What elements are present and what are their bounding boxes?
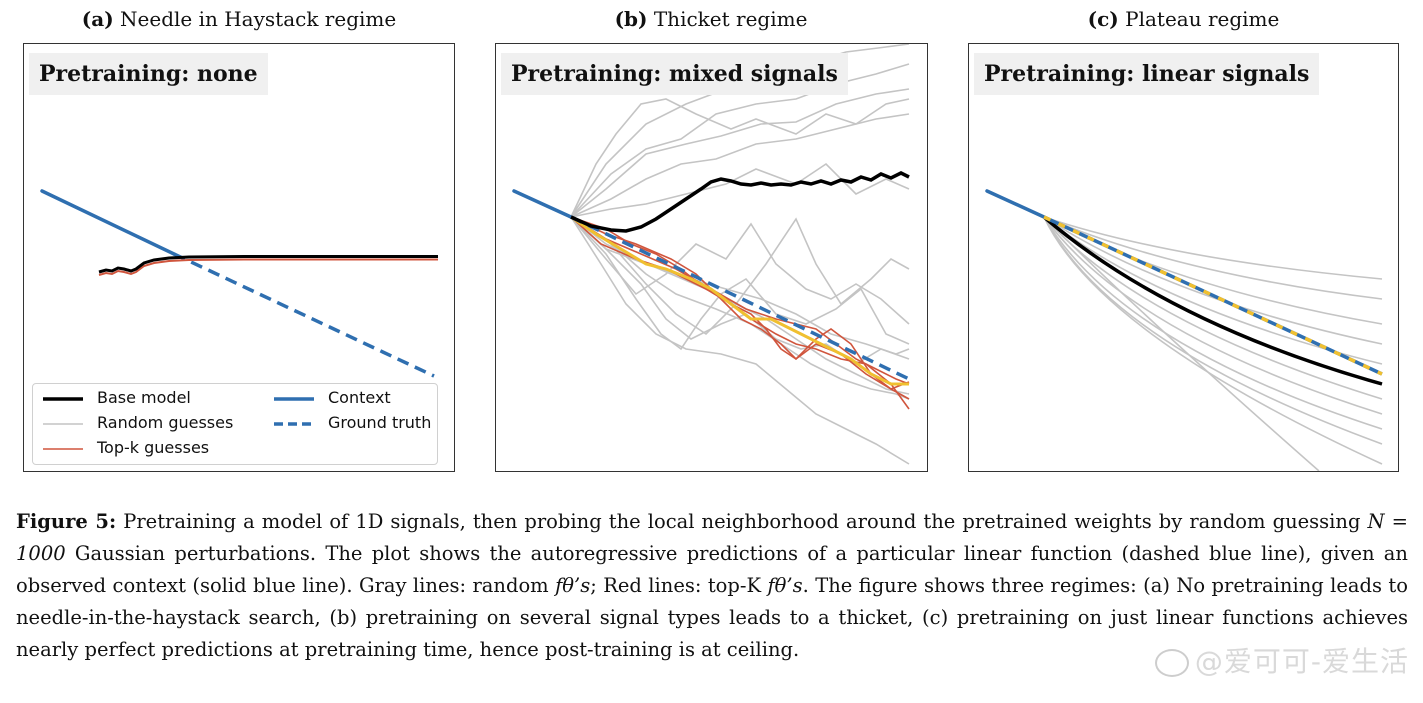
panel-b-random-line (570, 216, 910, 465)
panel-c-random-line (1043, 216, 1383, 415)
caption-f-theta-1: fθ’s (555, 574, 591, 597)
legend-context-swatch (274, 397, 314, 401)
panel-a-plot (40, 189, 438, 378)
panel-c-base-model-line (1042, 215, 1383, 386)
weibo-icon (1154, 649, 1189, 677)
panel-b-random-line (570, 88, 910, 218)
panel-b-title-text: Thicket regime (653, 7, 808, 31)
legend-context-label: Context (328, 388, 391, 407)
panel-a-title-text: Needle in Haystack regime (120, 7, 397, 31)
caption-text-2: Gaussian perturbations. The plot shows t… (16, 542, 1408, 597)
panel-a-pretraining-label: Pretraining: none (29, 53, 268, 95)
panel-c: Pretraining: linear signals (968, 43, 1399, 472)
panel-c-random-line (1043, 216, 1320, 471)
panel-b-topk-guesses (570, 216, 910, 410)
panel-c-title: (c) Plateau regime (968, 7, 1399, 33)
legend-base-model-label: Base model (97, 388, 191, 407)
legend-random-guesses-swatch (43, 423, 83, 425)
legend-ground-truth-label: Ground truth (328, 413, 432, 432)
caption-f-theta-2: fθ’s (767, 574, 803, 597)
panel-c-tag: (c) (1087, 7, 1119, 31)
panel-c-random-line (1043, 216, 1383, 400)
panel-c-title-text: Plateau regime (1125, 7, 1280, 31)
caption-n-expr: N = 1000 (16, 510, 1408, 565)
panel-a: Pretraining: none Base model Random gues… (23, 43, 455, 472)
caption-text-3: ; Red lines: top-K (590, 574, 768, 597)
panel-b-random-line (570, 216, 910, 351)
legend-ground-truth-swatch (274, 422, 314, 426)
panel-b-random-line (570, 98, 910, 218)
panel-b-random-line (570, 63, 910, 218)
caption-text-4: . The figure shows three regimes: (a) No… (16, 574, 1408, 661)
legend-random-guesses-label: Random guesses (97, 413, 234, 432)
panel-b-pretraining-label: Pretraining: mixed signals (501, 53, 848, 95)
panel-b-random-line (570, 162, 910, 218)
legend-topk-guesses-label: Top-k guesses (97, 438, 210, 457)
watermark: @爱可可-爱生活 (1154, 640, 1409, 680)
panel-a-context-line (40, 189, 176, 256)
panel-b-random-line (570, 216, 910, 355)
panel-c-best-guess-line (1043, 215, 1383, 376)
panel-c-random-line (1043, 216, 1383, 465)
panel-b-ground-truth-line (570, 215, 910, 381)
panel-c-random-line (1043, 216, 1383, 280)
panel-c-ground-truth-line (1043, 215, 1383, 376)
watermark-text: @爱可可-爱生活 (1194, 645, 1409, 678)
caption-label: Figure 5: (16, 510, 117, 533)
panel-b-random-guesses (570, 44, 910, 465)
panel-b-best-guess-line (570, 215, 909, 386)
panel-b-title: (b) Thicket regime (495, 7, 927, 33)
panel-a-base-model-line (98, 255, 438, 274)
panel-a-title: (a) Needle in Haystack regime (24, 7, 454, 33)
panel-b-context-line (512, 189, 573, 219)
panel-b-random-line (570, 216, 910, 400)
caption-text-1: Pretraining a model of 1D signals, then … (116, 510, 1368, 533)
panel-b-plot (512, 44, 910, 465)
panel-a-ground-truth-line (173, 252, 435, 378)
figure-caption: Figure 5: Pretraining a model of 1D sign… (16, 506, 1408, 666)
legend: Base model Random guesses Top-k guesses … (32, 383, 438, 465)
panel-b-topk-line (570, 216, 910, 400)
legend-base-model-swatch (43, 397, 83, 401)
panel-c-random-line (1043, 216, 1383, 300)
panel-b: Pretraining: mixed signals (495, 43, 928, 472)
panel-b-random-line (570, 216, 910, 336)
panel-c-plot (985, 189, 1383, 471)
panel-c-random-line (1043, 216, 1383, 345)
panel-c-pretraining-label: Pretraining: linear signals (974, 53, 1320, 95)
panel-b-tag: (b) (614, 7, 648, 31)
panel-c-context-line (985, 189, 1046, 219)
panel-b-topk-line (570, 216, 910, 390)
legend-topk-guesses-swatch (43, 448, 83, 450)
panel-b-random-line (570, 216, 910, 325)
panel-b-base-model-line (570, 171, 910, 233)
panel-a-topk-line (98, 258, 438, 276)
panel-c-random-line (1043, 216, 1383, 445)
panel-a-tag: (a) (81, 7, 114, 31)
